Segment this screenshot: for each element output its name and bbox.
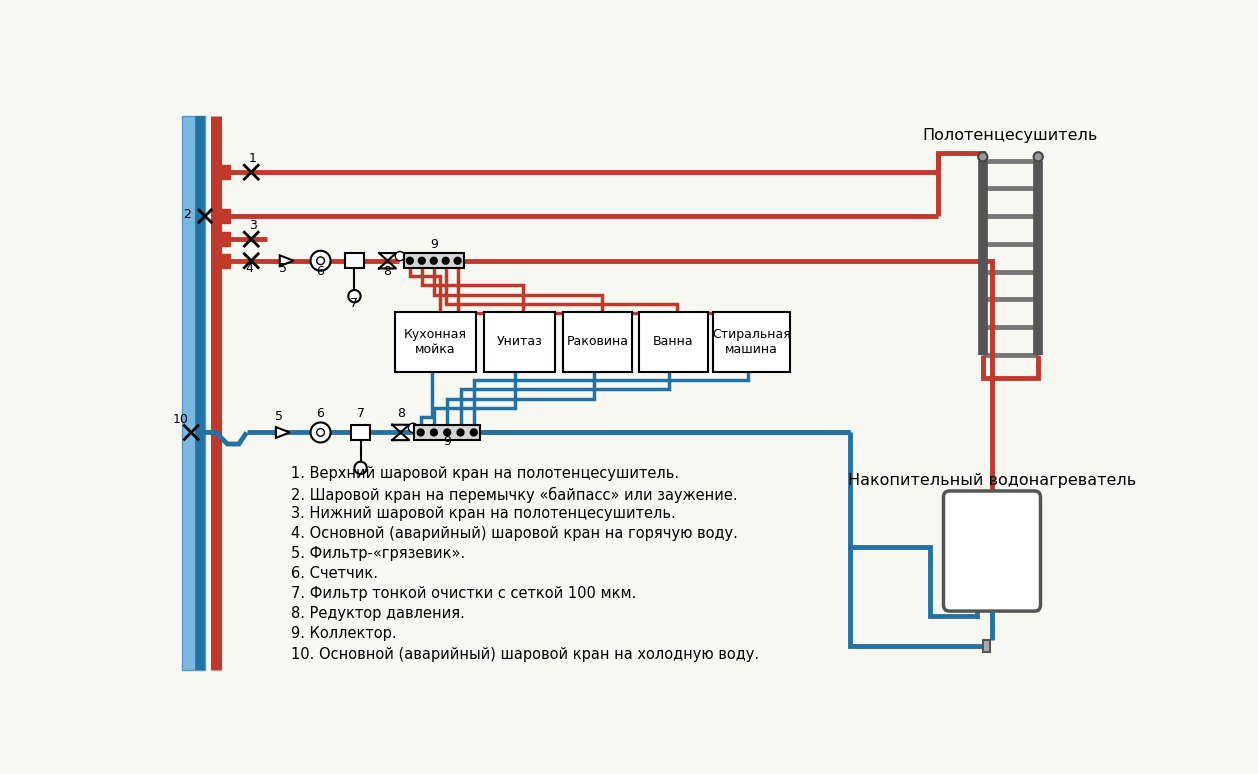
Circle shape <box>311 423 331 443</box>
Bar <box>213 209 230 223</box>
Text: 6: 6 <box>317 407 325 420</box>
Text: 9: 9 <box>430 238 438 252</box>
Circle shape <box>470 430 477 436</box>
Bar <box>639 312 708 372</box>
Bar <box>484 312 555 372</box>
FancyBboxPatch shape <box>944 491 1040 611</box>
Circle shape <box>419 258 425 264</box>
Text: 10: 10 <box>172 413 189 426</box>
Text: 4: 4 <box>245 262 253 275</box>
Bar <box>213 166 230 179</box>
Circle shape <box>418 430 424 436</box>
Circle shape <box>409 423 418 433</box>
Bar <box>213 232 230 246</box>
Bar <box>404 253 464 269</box>
Text: Полотенцесушитель: Полотенцесушитель <box>923 128 1098 143</box>
Polygon shape <box>276 427 289 438</box>
Text: 5: 5 <box>276 410 283 423</box>
Bar <box>395 312 476 372</box>
Text: Унитаз: Унитаз <box>497 335 542 348</box>
Bar <box>713 312 790 372</box>
Circle shape <box>454 258 460 264</box>
Circle shape <box>1034 152 1043 162</box>
Circle shape <box>444 430 450 436</box>
Text: 2. Шаровой кран на перемычку «байпасс» или заужение.: 2. Шаровой кран на перемычку «байпасс» и… <box>292 486 738 502</box>
Bar <box>982 639 990 652</box>
Circle shape <box>430 258 437 264</box>
Circle shape <box>430 430 437 436</box>
Bar <box>182 116 205 670</box>
Polygon shape <box>279 255 293 266</box>
Text: 8. Редуктор давления.: 8. Редуктор давления. <box>292 607 465 622</box>
Text: 10. Основной (аварийный) шаровой кран на холодную воду.: 10. Основной (аварийный) шаровой кран на… <box>292 646 760 662</box>
Text: 8: 8 <box>396 407 405 420</box>
Text: 8: 8 <box>384 265 391 278</box>
Circle shape <box>317 429 325 437</box>
Text: 9: 9 <box>443 435 452 448</box>
Text: 1: 1 <box>249 152 257 165</box>
Text: 9. Коллектор.: 9. Коллектор. <box>292 626 398 642</box>
Circle shape <box>979 152 988 162</box>
Bar <box>564 312 633 372</box>
Text: 5: 5 <box>279 262 287 275</box>
Bar <box>213 254 230 268</box>
Bar <box>414 425 481 440</box>
Text: Кухонная
мойка: Кухонная мойка <box>404 327 467 355</box>
Text: 6. Счетчик.: 6. Счетчик. <box>292 567 379 581</box>
Text: 7: 7 <box>351 297 359 310</box>
Text: 7: 7 <box>356 407 365 420</box>
Text: 1. Верхний шаровой кран на полотенцесушитель.: 1. Верхний шаровой кран на полотенцесуши… <box>292 466 679 481</box>
Text: 3: 3 <box>249 219 257 232</box>
Circle shape <box>443 258 449 264</box>
Circle shape <box>458 430 464 436</box>
Circle shape <box>395 252 405 261</box>
Circle shape <box>317 257 325 265</box>
Text: Накопительный водонагреватель: Накопительный водонагреватель <box>848 473 1136 488</box>
Text: 5. Фильтр-«грязевик».: 5. Фильтр-«грязевик». <box>292 546 465 561</box>
Text: 7. Фильтр тонкой очистки с сеткой 100 мкм.: 7. Фильтр тонкой очистки с сеткой 100 мк… <box>292 587 637 601</box>
Text: 3. Нижний шаровой кран на полотенцесушитель.: 3. Нижний шаровой кран на полотенцесушит… <box>292 506 676 522</box>
Text: Ванна: Ванна <box>653 335 693 348</box>
Bar <box>345 253 364 269</box>
Circle shape <box>406 258 413 264</box>
Bar <box>351 425 370 440</box>
Text: Стиральная
машина: Стиральная машина <box>712 327 791 355</box>
Circle shape <box>355 462 367 474</box>
Text: 2: 2 <box>184 207 191 221</box>
Text: 4. Основной (аварийный) шаровой кран на горячую воду.: 4. Основной (аварийный) шаровой кран на … <box>292 526 738 541</box>
Text: Раковина: Раковина <box>567 335 629 348</box>
Circle shape <box>348 290 361 303</box>
Text: 6: 6 <box>317 265 325 278</box>
Circle shape <box>311 251 331 271</box>
